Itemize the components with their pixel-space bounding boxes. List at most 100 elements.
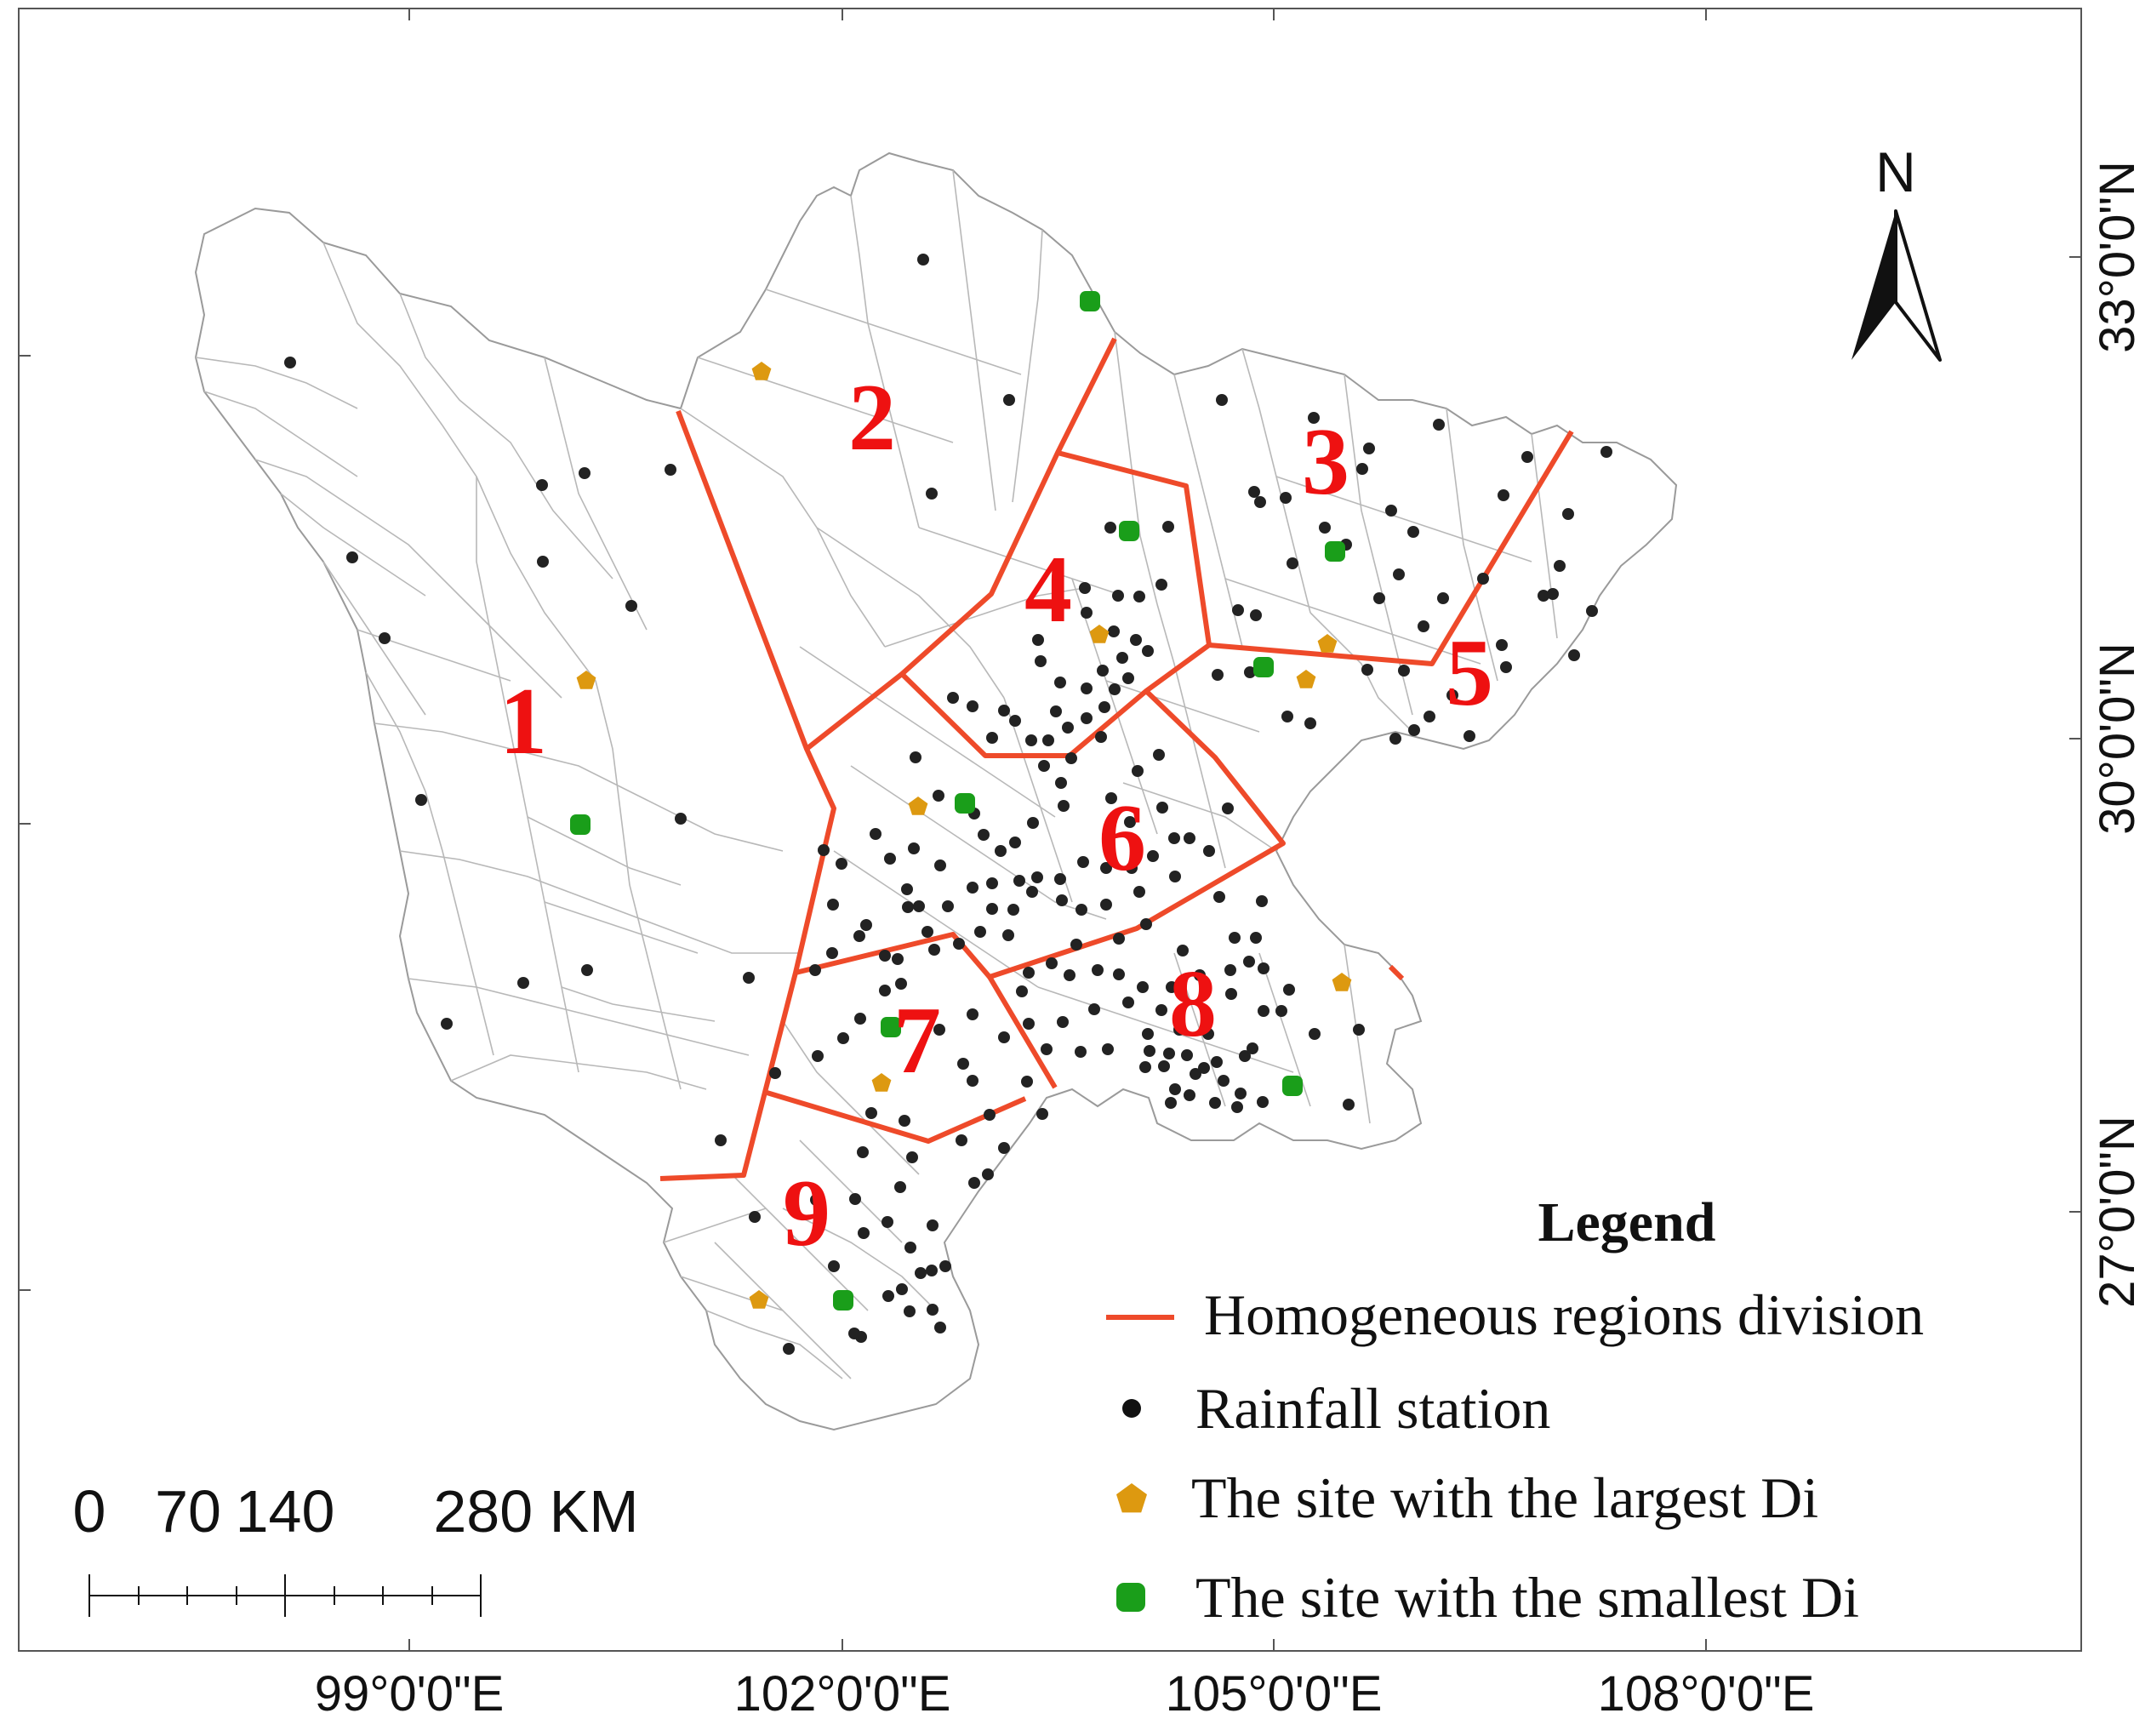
rainfall-station-dot [1498,489,1509,501]
rainfall-station-dot [967,700,979,712]
rainfall-station-dot [927,1304,939,1316]
rainfall-station-dot [517,977,529,989]
rainfall-station-dot [879,950,891,962]
rainfall-station-dot [1281,711,1293,722]
rainfall-station-dot [665,464,676,476]
rainfall-station-dot [1256,895,1268,907]
rainfall-station-dot [1500,661,1512,673]
largest-di-marker [1332,973,1352,991]
rainfall-station-dot [1112,590,1124,602]
rainfall-station-dot [1058,800,1070,812]
rainfall-station-dot [1142,645,1154,657]
rainfall-station-dot [853,930,865,942]
rainfall-station-dot [1169,1083,1181,1095]
rainfall-station-dot [986,732,998,744]
rainfall-station-dot [915,1267,927,1279]
rainfall-station-dot [1389,733,1401,745]
rainfall-station-dot [1203,845,1215,857]
rainfall-station-dot [1385,505,1397,517]
rainfall-station-dot [1070,939,1082,951]
rainfall-station-dot [953,938,965,950]
rainfall-station-dot [1113,933,1125,945]
rainfall-station-dot [1162,521,1174,533]
rainfall-station-dot [441,1018,453,1030]
north-arrow-right-half [1894,209,1942,362]
rainfall-station-dot [1036,1108,1048,1120]
rainfall-station-dot [1075,1046,1087,1058]
rainfall-station-dot [1027,817,1039,829]
rainfall-station-dot [1198,1062,1210,1074]
rainfall-station-dot [1081,682,1093,694]
rainfall-station-dot [1158,1060,1170,1072]
smallest-di-marker [881,1017,901,1037]
rainfall-station-dot [908,842,920,854]
rainfall-station-dot [743,972,755,984]
rainfall-station-dot [1600,446,1612,458]
rainfall-station-dot [927,1219,939,1231]
smallest-di-marker [570,814,591,835]
rainfall-station-dot [1184,832,1195,844]
rainfall-station-dot [1209,1097,1221,1109]
rainfall-station-dot [957,1058,969,1070]
legend-circle-symbol [1122,1399,1141,1418]
rainfall-station-dot [1190,1068,1201,1080]
rainfall-station-dot [1046,957,1058,969]
map-frame [18,8,2082,1652]
rainfall-station-dot [809,964,821,976]
rainfall-station-dot [917,254,929,266]
rainfall-station-dot [1258,962,1269,974]
rainfall-station-dot [837,1032,849,1044]
rainfall-station-dot [1035,655,1047,667]
rainfall-station-dot [934,859,946,871]
rainfall-station-dot [1007,904,1019,916]
rainfall-station-dot [899,1115,910,1127]
rainfall-station-dot [1095,731,1107,743]
largest-di-marker [1089,625,1110,643]
rainfall-station-dot [1446,689,1458,701]
rainfall-station-dot [1231,1101,1243,1113]
largest-di-marker [749,1290,769,1309]
rainfall-station-dot [967,1075,979,1087]
rainfall-station-dot [933,790,944,802]
rainfall-station-dot [1353,1024,1365,1036]
rainfall-station-dot [995,845,1007,857]
rainfall-station-dot [1247,1042,1258,1054]
rainfall-station-dot [1142,1028,1154,1040]
rainfall-station-dot [1108,625,1120,637]
rainfall-station-dot [1562,508,1574,520]
rainfall-station-dot [1568,649,1580,661]
rainfall-station-dot [892,953,904,965]
rainfall-station-dot [870,828,882,840]
rainfall-station-dot [1113,968,1125,980]
rainfall-station-dot [902,901,914,913]
rainfall-station-dot [998,705,1010,717]
rainfall-station-dot [1065,752,1077,764]
rainfall-station-dot [1496,639,1508,651]
rainfall-station-dot [1026,886,1038,898]
rainfall-station-dot [1173,1024,1185,1036]
rainfall-station-dot [415,794,427,806]
rainfall-station-dot [926,488,938,500]
rainfall-station-dot [1184,1089,1195,1101]
rainfall-station-dot [379,632,391,644]
rainfall-station-dot [1304,717,1316,729]
rainfall-station-dot [579,467,591,479]
rainfall-station-dot [1081,607,1093,619]
province-outline [194,151,1678,1431]
region-label-6: 6 [1098,785,1146,891]
rainfall-station-dot [1258,1005,1269,1017]
rainfall-station-dot [1213,891,1225,903]
rainfall-station-dot [810,1194,822,1206]
division-line-4 [1208,430,1574,666]
rainfall-station-dot [1155,1004,1167,1016]
county-borders [195,169,1558,1379]
rainfall-station-dot [934,1322,946,1333]
rainfall-station-dot [1050,705,1062,717]
rainfall-station-dot [894,1181,906,1193]
legend: Legend Homogeneous regions division Rain… [1106,1191,1924,1630]
rainfall-station-dot [1056,894,1068,906]
rainfall-station-dot [1139,1061,1151,1073]
rainfall-station-dot [1132,765,1144,777]
rainfall-station-dot [1088,1003,1100,1015]
